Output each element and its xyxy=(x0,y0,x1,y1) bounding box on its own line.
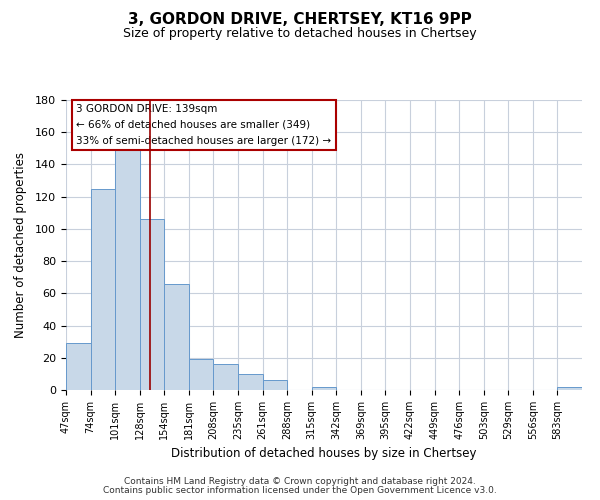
Text: 3 GORDON DRIVE: 139sqm
← 66% of detached houses are smaller (349)
33% of semi-de: 3 GORDON DRIVE: 139sqm ← 66% of detached… xyxy=(76,104,331,146)
Text: Size of property relative to detached houses in Chertsey: Size of property relative to detached ho… xyxy=(123,28,477,40)
Bar xyxy=(189,360,214,390)
Y-axis label: Number of detached properties: Number of detached properties xyxy=(14,152,27,338)
Text: Contains public sector information licensed under the Open Government Licence v3: Contains public sector information licen… xyxy=(103,486,497,495)
X-axis label: Distribution of detached houses by size in Chertsey: Distribution of detached houses by size … xyxy=(171,448,477,460)
Bar xyxy=(164,284,189,390)
Bar xyxy=(263,380,287,390)
Bar xyxy=(66,344,91,390)
Bar xyxy=(140,219,164,390)
Bar xyxy=(115,148,140,390)
Bar xyxy=(557,387,582,390)
Bar xyxy=(214,364,238,390)
Text: 3, GORDON DRIVE, CHERTSEY, KT16 9PP: 3, GORDON DRIVE, CHERTSEY, KT16 9PP xyxy=(128,12,472,28)
Bar xyxy=(238,374,263,390)
Bar xyxy=(91,188,115,390)
Text: Contains HM Land Registry data © Crown copyright and database right 2024.: Contains HM Land Registry data © Crown c… xyxy=(124,477,476,486)
Bar xyxy=(312,387,336,390)
